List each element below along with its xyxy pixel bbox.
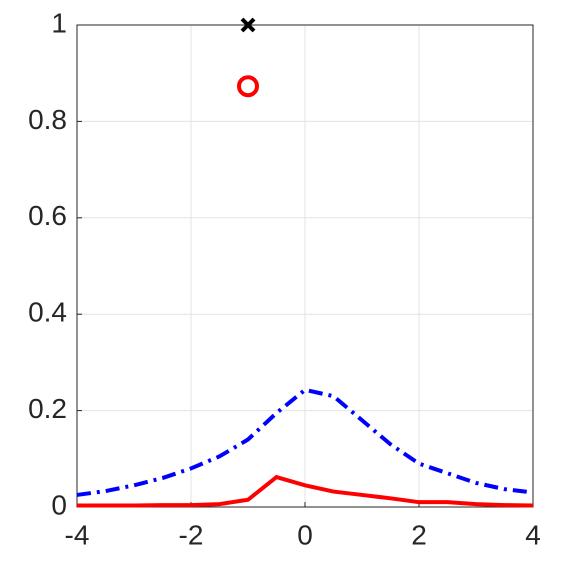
x-tick-label: -4: [65, 519, 90, 550]
y-tick-label: 0.6: [28, 200, 67, 231]
y-tick-label: 0: [51, 489, 67, 520]
x-tick-label: 4: [525, 519, 541, 550]
x-tick-label: -2: [179, 519, 204, 550]
y-tick-label: 1: [51, 7, 67, 38]
line-series: [77, 474, 534, 508]
marker-cross: [240, 17, 256, 33]
marker-circle: [237, 75, 259, 98]
y-tick-label: 0.8: [28, 104, 67, 135]
x-tick-label: 0: [297, 519, 313, 550]
line-series: [76, 387, 534, 497]
y-tick-label: 0.2: [28, 393, 67, 424]
y-tick-label: 0.4: [28, 297, 67, 328]
axes-box: [76, 24, 534, 508]
x-tick-label: 2: [411, 519, 427, 550]
